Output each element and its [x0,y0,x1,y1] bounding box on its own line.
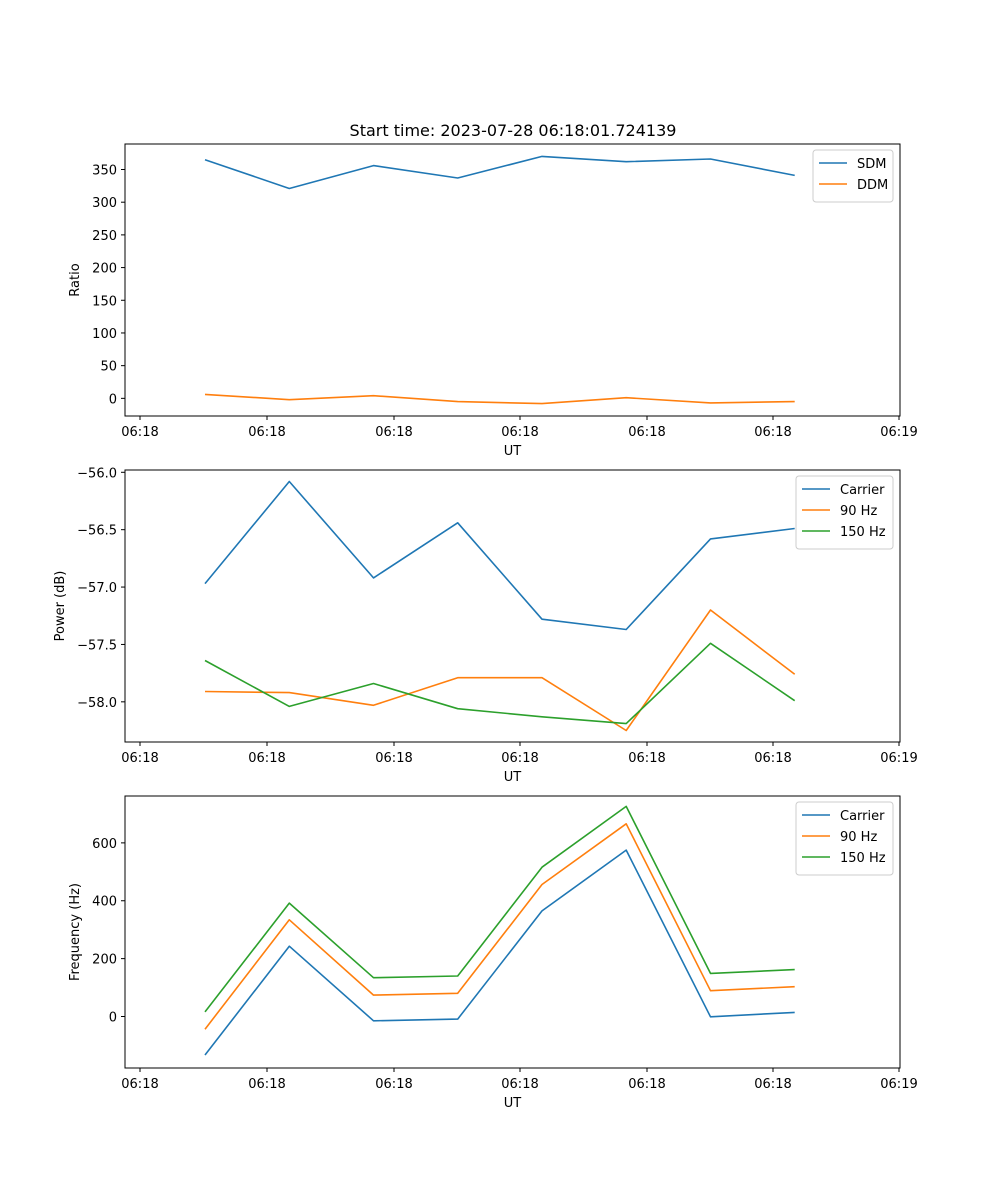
legend-label: DDM [857,178,888,193]
y-tick-label: 200 [92,953,117,968]
legend-label: Carrier [840,483,885,498]
axes-frame [124,795,901,1069]
y-tick-label: −58.0 [77,696,117,711]
series-line-150-hz [204,805,795,1013]
x-tick-label: 06:18 [248,425,285,440]
x-tick-label: 06:18 [121,425,158,440]
y-tick-label: 150 [92,294,117,309]
legend-label: 150 Hz [840,525,886,540]
series-line-150-hz [204,642,796,725]
y-tick-label: 300 [92,196,117,211]
x-tick-label: 06:18 [121,751,158,766]
y-tick-label: 100 [92,327,117,342]
panel-3: 06:18 06:18 06:18 06:18 06:18 06:18 06:19 0 200 4… [68,795,918,1111]
y-tick-label: −56.0 [77,466,117,481]
y-tick-label: −56.5 [77,524,117,539]
x-axis-label: UT [504,444,522,459]
y-tick-label: 250 [92,229,117,244]
x-tick-label: 06:18 [248,1077,285,1092]
y-tick-label: 0 [109,392,117,407]
x-tick-label: 06:18 [501,1077,538,1092]
y-axis-label: Ratio [68,263,83,296]
legend-label: 90 Hz [840,504,877,519]
y-tick-label: 600 [92,837,117,852]
y-tick-label: 0 [109,1010,117,1025]
x-tick-label: 06:19 [880,751,917,766]
x-tick-label: 06:18 [628,1077,665,1092]
y-tick-label: 50 [100,360,117,375]
panel-2: 06:18 06:18 06:18 06:18 06:18 06:18 06:19 −58.0… [53,466,918,785]
x-tick-label: 06:18 [375,1077,412,1092]
legend-label: 150 Hz [840,851,886,866]
axes-frame [124,469,901,743]
x-axis-label: UT [504,1096,522,1111]
x-axis-label: UT [504,770,522,785]
series-line-90-hz [204,822,795,1030]
x-tick-label: 06:18 [501,425,538,440]
figure-title: Start time: 2023-07-28 06:18:01.724139 [350,121,677,140]
series-line-sdm [204,155,795,190]
legend-label: Carrier [840,809,885,824]
legend: Carrier 90 Hz 150 Hz [795,475,894,550]
series-line-carrier [204,480,795,631]
x-tick-label: 06:18 [248,751,285,766]
x-tick-label: 06:18 [754,751,791,766]
legend-label: SDM [857,157,886,172]
y-tick-label: 400 [92,895,117,910]
x-tick-label: 06:18 [628,751,665,766]
x-tick-label: 06:18 [375,751,412,766]
x-tick-label: 06:18 [375,425,412,440]
y-tick-label: 200 [92,262,117,277]
axes-frame [124,143,901,417]
panel-1: 06:18 06:18 06:18 06:18 06:18 06:18 06:19 0 50 10… [68,143,918,459]
y-tick-label: 350 [92,164,117,179]
y-axis-label: Power (dB) [53,571,68,642]
series-line-carrier [204,849,795,1056]
series-line-ddm [204,393,795,405]
y-tick-label: −57.0 [77,581,117,596]
x-tick-label: 06:18 [121,1077,158,1092]
x-tick-label: 06:18 [501,751,538,766]
legend: SDM DDM [812,149,894,203]
legend: Carrier 90 Hz 150 Hz [795,801,894,876]
x-tick-label: 06:18 [754,1077,791,1092]
y-tick-label: −57.5 [77,638,117,653]
x-tick-label: 06:18 [754,425,791,440]
legend-label: 90 Hz [840,830,877,845]
x-tick-label: 06:18 [628,425,665,440]
series-line-90-hz [204,609,796,732]
panels: 06:18 06:18 06:18 06:18 06:18 06:18 06:19 0 50 10… [53,143,918,1111]
x-tick-label: 06:19 [880,1077,917,1092]
y-axis-label: Frequency (Hz) [68,883,83,981]
x-tick-label: 06:19 [880,425,917,440]
